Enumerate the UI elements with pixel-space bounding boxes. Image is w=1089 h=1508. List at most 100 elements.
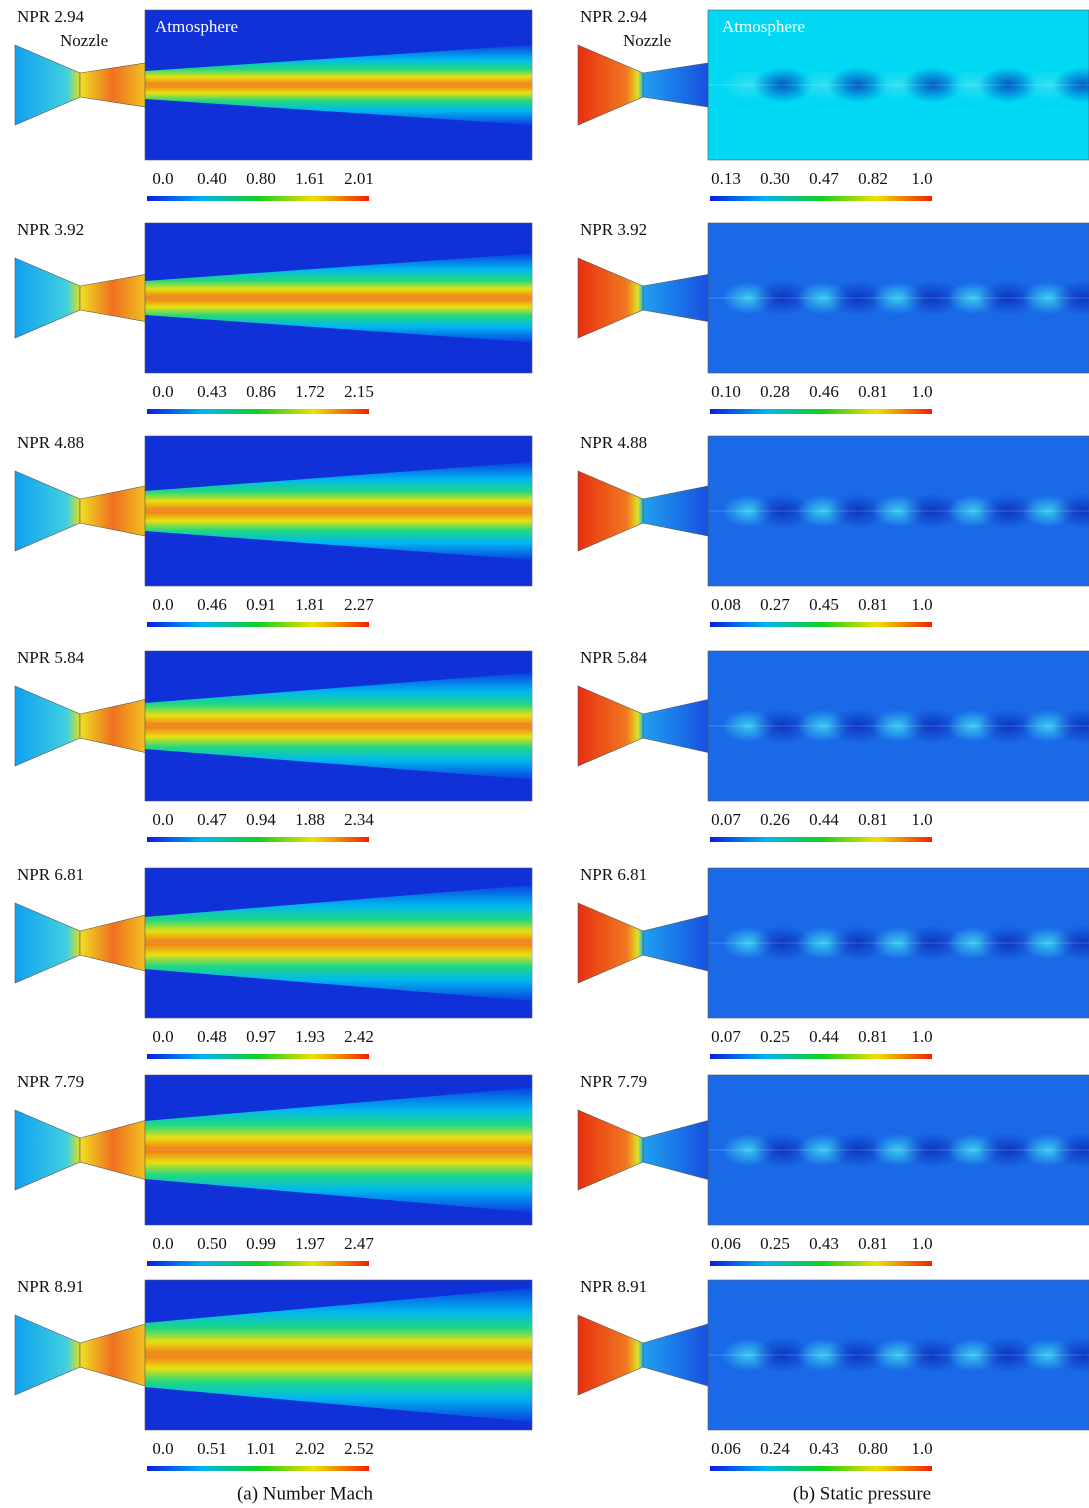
colorbar-tick: 0.40	[197, 169, 227, 188]
figure: NPR 2.94 0.0 0.40 0.80 1.61 2.01 NPR 3.92 0.0 0.…	[0, 0, 1089, 1508]
annotation-atmosphere: Atmosphere	[155, 17, 238, 36]
panel: NPR 3.920.00.430.861.722.15	[15, 220, 532, 414]
colorbar-tick: 0.81	[858, 1027, 888, 1046]
colorbar-tick: 0.47	[809, 169, 839, 188]
colorbar-tick: 2.15	[344, 382, 374, 401]
column-caption: (b) Static pressure	[793, 1483, 931, 1504]
nozzle-converging	[15, 686, 80, 766]
colorbar-tick: 0.50	[197, 1234, 227, 1253]
colorbar-tick: 0.07	[711, 1027, 741, 1046]
colorbar	[147, 1466, 369, 1471]
colorbar-tick: 0.0	[152, 1439, 173, 1458]
colorbar-tick: 0.80	[858, 1439, 888, 1458]
nozzle-converging	[578, 903, 643, 983]
panel: NPR 3.920.100.280.460.811.0	[578, 220, 1089, 414]
colorbar-tick: 1.0	[911, 1027, 932, 1046]
nozzle-converging	[15, 258, 80, 338]
nozzle-diverging	[80, 1121, 145, 1180]
colorbar-tick: 0.30	[760, 169, 790, 188]
colorbar-tick: 0.06	[711, 1234, 741, 1253]
colorbar	[710, 1466, 932, 1471]
colorbar-tick: 0.81	[858, 810, 888, 829]
npr-label: NPR 4.88	[580, 433, 647, 452]
nozzle-diverging	[80, 275, 145, 322]
colorbar	[710, 196, 932, 201]
colorbar-tick: 1.0	[911, 595, 932, 614]
colorbar-tick: 0.80	[246, 169, 276, 188]
npr-label: NPR 7.79	[17, 1072, 84, 1091]
colorbar-tick: 0.0	[152, 169, 173, 188]
colorbar-tick: 0.13	[711, 169, 741, 188]
colorbar-tick: 0.0	[152, 1027, 173, 1046]
colorbar-tick: 0.81	[858, 1234, 888, 1253]
nozzle-diverging	[643, 700, 708, 753]
colorbar-tick: 0.46	[197, 595, 227, 614]
colorbar-tick: 1.72	[295, 382, 325, 401]
colorbar-tick: 1.97	[295, 1234, 325, 1253]
colorbar-tick: 1.93	[295, 1027, 325, 1046]
npr-label: NPR 8.91	[17, 1277, 84, 1296]
colorbar-tick: 1.01	[246, 1439, 276, 1458]
colorbar-tick: 2.34	[344, 810, 374, 829]
colorbar-tick: 0.08	[711, 595, 741, 614]
colorbar-tick: 2.52	[344, 1439, 374, 1458]
colorbar-tick: 0.0	[152, 810, 173, 829]
colorbar-tick: 0.47	[197, 810, 227, 829]
colorbar-tick: 1.61	[295, 169, 325, 188]
colorbar-tick: 0.10	[711, 382, 741, 401]
panel: NPR 7.790.00.500.991.972.47	[15, 1072, 532, 1266]
colorbar-tick: 0.81	[858, 382, 888, 401]
npr-label: NPR 7.79	[580, 1072, 647, 1091]
colorbar-tick: 0.44	[809, 1027, 839, 1046]
colorbar-tick: 0.45	[809, 595, 839, 614]
colorbar-tick: 0.0	[152, 595, 173, 614]
colorbar-tick: 0.43	[197, 382, 227, 401]
npr-label: NPR 2.94	[17, 7, 85, 26]
colorbar	[710, 622, 932, 627]
nozzle-diverging	[80, 700, 145, 753]
npr-label: NPR 3.92	[580, 220, 647, 239]
npr-label: NPR 6.81	[580, 865, 647, 884]
colorbar-tick: 2.47	[344, 1234, 374, 1253]
nozzle-diverging	[80, 63, 145, 107]
colorbar-tick: 1.88	[295, 810, 325, 829]
nozzle-converging	[15, 471, 80, 551]
annotation-atmosphere: Atmosphere	[722, 17, 805, 36]
colorbar-tick: 1.0	[911, 1439, 932, 1458]
nozzle-diverging	[80, 1324, 145, 1386]
colorbar-tick: 0.44	[809, 810, 839, 829]
colorbar-tick: 1.0	[911, 1234, 932, 1253]
colorbar-tick: 2.01	[344, 169, 374, 188]
colorbar-tick: 0.0	[152, 382, 173, 401]
colorbar-tick: 0.43	[809, 1439, 839, 1458]
colorbar	[710, 837, 932, 842]
npr-label: NPR 6.81	[17, 865, 84, 884]
colorbar-tick: 0.86	[246, 382, 276, 401]
colorbar	[710, 409, 932, 414]
annotation-nozzle: Nozzle	[60, 31, 108, 50]
colorbar-tick: 0.25	[760, 1027, 790, 1046]
colorbar-tick: 0.48	[197, 1027, 227, 1046]
colorbar	[710, 1054, 932, 1059]
colorbar-tick: 2.02	[295, 1439, 325, 1458]
nozzle-diverging	[643, 275, 708, 322]
panel: NPR 5.840.00.470.941.882.34	[15, 648, 532, 842]
annotation-nozzle: Nozzle	[623, 31, 671, 50]
colorbar-tick: 2.42	[344, 1027, 374, 1046]
colorbar-tick: 1.0	[911, 810, 932, 829]
nozzle-converging	[578, 471, 643, 551]
npr-label: NPR 8.91	[580, 1277, 647, 1296]
npr-label: NPR 5.84	[17, 648, 85, 667]
nozzle-converging	[578, 1110, 643, 1190]
colorbar-tick: 0.24	[760, 1439, 790, 1458]
npr-label: NPR 4.88	[17, 433, 84, 452]
nozzle-converging	[15, 45, 80, 125]
colorbar	[147, 196, 369, 201]
colorbar-tick: 0.82	[858, 169, 888, 188]
nozzle-converging	[15, 1315, 80, 1395]
